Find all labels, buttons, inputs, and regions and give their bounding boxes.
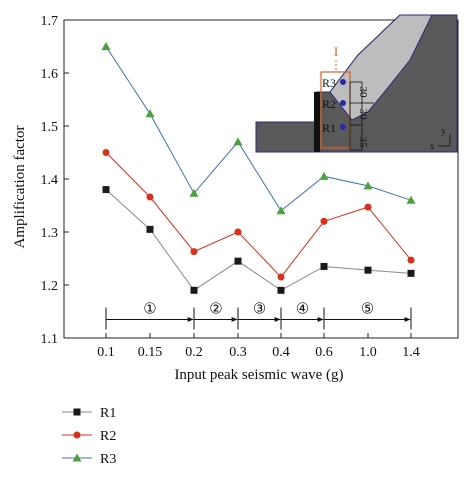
data-point (146, 193, 154, 201)
data-point (277, 273, 285, 281)
stage-label: ① (143, 301, 156, 317)
monitor-point (340, 100, 346, 106)
data-point (364, 266, 372, 274)
data-point (102, 149, 110, 156)
y-tick-label: 1.1 (41, 332, 59, 347)
y-tick-label: 1.6 (41, 67, 59, 82)
x-tick-label: 0.15 (138, 345, 163, 360)
data-point (406, 195, 416, 204)
legend-marker (72, 453, 82, 462)
legend-label: R3 (100, 452, 116, 467)
data-point (234, 228, 242, 236)
stage-label: ③ (253, 301, 266, 317)
y-axis-label: Amplification factor (12, 126, 28, 249)
data-point (101, 42, 111, 50)
monitor-label: R3 (322, 76, 336, 90)
stage-annotations: ① ② ③ ④ ⑤ (105, 301, 412, 330)
x-tick-label: 0.2 (185, 345, 203, 360)
x-tick-label: 0.3 (229, 345, 247, 360)
series-layer (101, 42, 416, 294)
data-point (277, 286, 285, 294)
y-tick-label: 1.5 (41, 120, 59, 135)
x-tick-label: 0.4 (272, 345, 290, 360)
series-r3 (101, 42, 416, 215)
section-label: I (334, 44, 338, 59)
stage-label: ⑤ (361, 301, 374, 317)
axes: 1.1 1.2 1.3 1.4 1.5 1.6 1.7 0.1 0.15 0.2 0.3 0.4 0.6… (41, 14, 420, 360)
data-point (407, 269, 415, 277)
x-tick-label: 1.0 (359, 345, 377, 360)
data-point (102, 186, 110, 194)
legend-marker (73, 408, 81, 416)
data-point (319, 171, 329, 180)
x-tick-label: 1.4 (402, 345, 420, 360)
data-point (364, 203, 372, 211)
legend-label: R1 (100, 406, 116, 421)
slope-surface-layer (329, 14, 433, 121)
monitor-label: R2 (322, 97, 336, 111)
y-tick-label: 1.2 (41, 279, 59, 294)
data-point (145, 109, 155, 118)
series-line (105, 46, 412, 212)
series-line (105, 189, 412, 291)
series-r2 (102, 149, 415, 281)
retaining-wall (314, 92, 320, 152)
inset-axis-y-label: y (442, 126, 447, 136)
series-r1 (102, 186, 415, 294)
data-point (233, 137, 243, 146)
stage-label: ② (209, 301, 222, 317)
dimension-label: 30 (357, 87, 369, 99)
data-point (190, 248, 198, 256)
monitor-label: R1 (322, 121, 336, 135)
x-axis-label: Input peak seismic wave (g) (174, 367, 343, 383)
data-point (407, 256, 415, 264)
dimension-label: 30 (357, 109, 369, 121)
inset-axis-x-label: x (430, 141, 435, 151)
data-point (363, 181, 373, 190)
legend-label: R2 (100, 429, 116, 444)
legend: R1 R2 R3 (62, 406, 116, 467)
data-point (320, 262, 328, 270)
data-point (190, 286, 198, 294)
stage-label: ④ (296, 301, 309, 317)
legend-marker (73, 431, 81, 439)
x-tick-label: 0.1 (97, 345, 115, 360)
dimension-label: 35 (357, 137, 369, 149)
monitor-point (340, 124, 346, 130)
monitor-point (340, 79, 346, 85)
data-point (234, 257, 242, 265)
y-tick-label: 1.4 (41, 173, 59, 188)
data-point (146, 225, 154, 233)
y-tick-label: 1.7 (41, 14, 59, 29)
y-tick-label: 1.3 (41, 226, 59, 241)
dimension-box (349, 81, 363, 151)
slope-inset-diagram: I R3 R2 R1 30 30 35 yx (255, 14, 458, 153)
data-point (189, 188, 199, 197)
series-line (105, 152, 412, 278)
data-point (276, 206, 286, 215)
data-point (320, 217, 328, 225)
inset-axis-indicator: yx (430, 126, 451, 151)
x-tick-label: 0.6 (315, 345, 333, 360)
